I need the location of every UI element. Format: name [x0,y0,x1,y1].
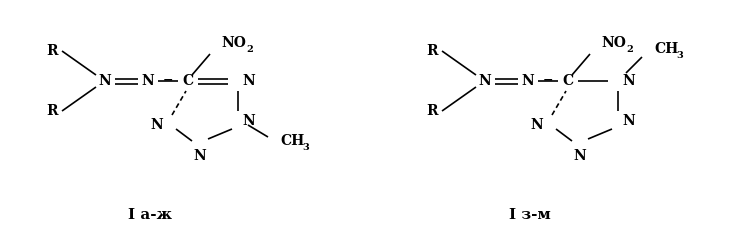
Text: N: N [243,114,255,128]
Text: 2: 2 [626,45,633,54]
Text: R: R [46,104,58,118]
Text: C: C [182,74,193,88]
Text: N: N [479,74,492,88]
Text: R: R [427,104,438,118]
Text: N: N [99,74,111,88]
Text: N: N [574,149,586,163]
Text: N: N [142,74,155,88]
Text: 3: 3 [302,143,309,151]
Text: N: N [151,118,164,132]
Text: CH: CH [654,42,678,56]
Text: N: N [623,114,636,128]
Text: I з-м: I з-м [509,208,551,222]
Text: N: N [193,149,206,163]
Text: I a-ж: I a-ж [128,208,172,222]
Text: 3: 3 [676,51,683,59]
Text: −: − [543,73,554,86]
Text: N: N [521,74,534,88]
Text: −: − [163,73,173,86]
Text: R: R [46,44,58,58]
Text: N: N [243,74,255,88]
Text: NO: NO [221,36,246,50]
Text: NO: NO [601,36,626,50]
Text: N: N [623,74,636,88]
Text: N: N [530,118,543,132]
Text: 2: 2 [246,45,252,54]
Text: CH: CH [280,134,304,148]
Text: R: R [427,44,438,58]
Text: C: C [562,74,574,88]
